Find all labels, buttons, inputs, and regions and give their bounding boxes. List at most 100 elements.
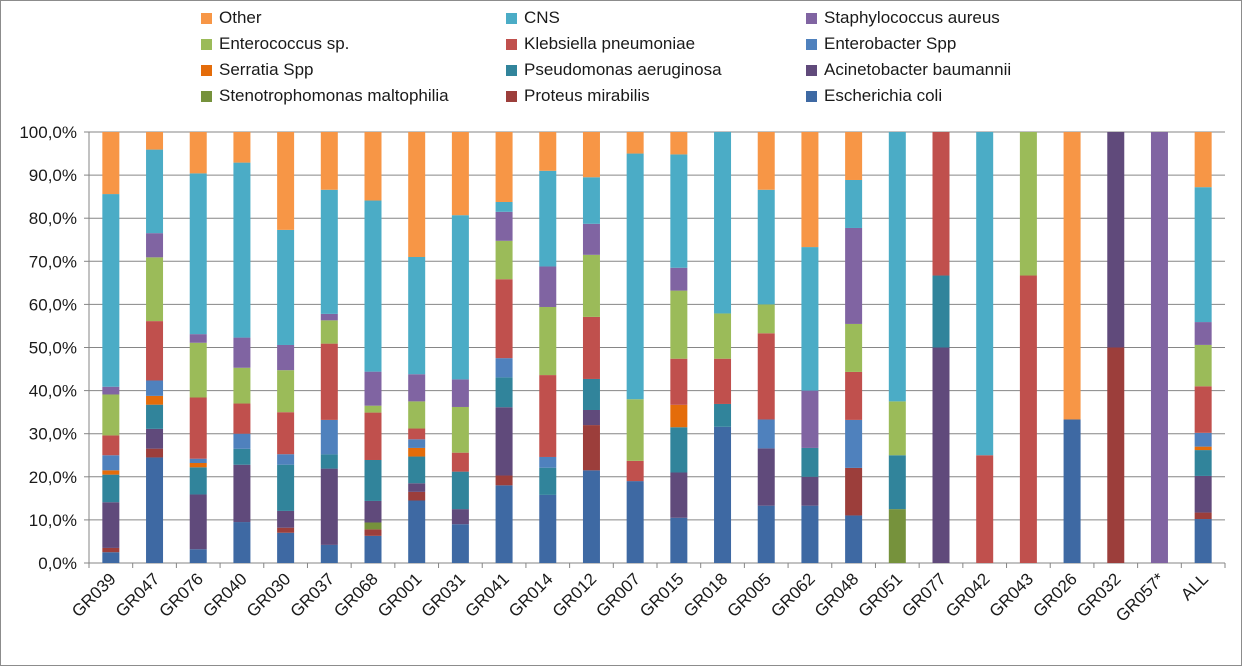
bar-segment-cns (539, 170, 557, 267)
bar-segment-serratia-spp (408, 447, 426, 457)
bar-segment-cns (495, 201, 513, 212)
bar-segment-staphylococcus-aureus (320, 313, 338, 321)
x-tick-label: GR068 (330, 569, 382, 621)
bar-segment-escherichia-coli (757, 505, 775, 563)
bar-segment-other (102, 132, 120, 195)
y-tick-label: 20,0% (29, 468, 77, 487)
bar-segment-enterococcus-sp (146, 257, 164, 322)
x-tick-label: GR042 (942, 569, 994, 621)
y-tick-label: 100,0% (19, 123, 77, 142)
bar-segment-escherichia-coli (670, 517, 688, 563)
bar-segment-escherichia-coli (102, 552, 120, 563)
bar-segment-cns (845, 179, 863, 228)
y-tick-label: 10,0% (29, 511, 77, 530)
bar-segment-escherichia-coli (714, 426, 732, 563)
bar-segment-enterobacter-spp (277, 454, 295, 465)
bar-segment-acinetobacter-baumannii (320, 468, 338, 545)
bar-segment-escherichia-coli (277, 532, 295, 563)
bar-segment-other (277, 132, 295, 230)
bar-segment-other (320, 132, 338, 190)
bar-segment-enterococcus-sp (408, 401, 426, 429)
bar-segment-escherichia-coli (1194, 519, 1212, 563)
bar-segment-klebsiella-pneumoniae (757, 333, 775, 420)
legend-swatch (201, 12, 212, 24)
bar-segment-klebsiella-pneumoniae (670, 358, 688, 405)
x-tick-label: GR005 (724, 569, 776, 621)
bar-segment-pseudomonas-aeruginosa (320, 454, 338, 469)
x-tick-label: GR062 (767, 569, 819, 621)
bar-segment-other (408, 132, 426, 257)
bar-segment-proteus-mirabilis (408, 491, 426, 501)
bar-segment-staphylococcus-aureus (1150, 132, 1168, 563)
bar-segment-acinetobacter-baumannii (277, 510, 295, 528)
legend-item-stenotrophomonas-maltophilia: Stenotrophomonas maltophilia (201, 86, 449, 106)
bar-segment-acinetobacter-baumannii (233, 464, 251, 523)
bar-segment-enterococcus-sp (451, 406, 469, 453)
bar-segment-pseudomonas-aeruginosa (451, 471, 469, 510)
bar-segment-pseudomonas-aeruginosa (277, 464, 295, 511)
x-tick-label: GR018 (680, 569, 732, 621)
bar-segment-proteus-mirabilis (845, 467, 863, 516)
bar-segment-acinetobacter-baumannii (1107, 132, 1125, 348)
bar-segment-cns (189, 173, 207, 335)
bar-segment-other (626, 132, 644, 154)
bar-segment-pseudomonas-aeruginosa (102, 474, 120, 503)
bar-segment-pseudomonas-aeruginosa (1194, 450, 1212, 476)
bar-segment-enterobacter-spp (189, 458, 207, 464)
bar-segment-stenotrophomonas-maltophilia (888, 509, 906, 563)
legend-item-serratia-spp: Serratia Spp (201, 60, 314, 80)
bar-segment-serratia-spp (1194, 446, 1212, 451)
bar-segment-klebsiella-pneumoniae (976, 455, 994, 563)
bar-segment-other (189, 132, 207, 174)
legend-item-enterobacter-spp: Enterobacter Spp (806, 34, 956, 54)
bar-segment-enterococcus-sp (320, 320, 338, 344)
bar-segment-proteus-mirabilis (1107, 347, 1125, 563)
legend-swatch (201, 90, 212, 102)
bar-segment-pseudomonas-aeruginosa (932, 275, 950, 348)
bar-segment-enterococcus-sp (1194, 344, 1212, 387)
x-tick-label: GR007 (592, 569, 644, 621)
bar-segment-enterobacter-spp (408, 439, 426, 448)
bar-segment-escherichia-coli (233, 522, 251, 563)
bar-segment-cns (714, 132, 732, 314)
y-tick-label: 90,0% (29, 166, 77, 185)
legend-label: Other (219, 8, 262, 27)
bar-segment-other (1194, 132, 1212, 188)
legend-item-proteus-mirabilis: Proteus mirabilis (506, 86, 650, 106)
bar-segment-escherichia-coli (845, 515, 863, 563)
legend-swatch (201, 38, 212, 50)
bar-segment-staphylococcus-aureus (801, 390, 819, 448)
bar-segment-enterobacter-spp (539, 456, 557, 468)
bar-segment-acinetobacter-baumannii (451, 509, 469, 525)
bar-segment-pseudomonas-aeruginosa (146, 404, 164, 429)
legend-swatch (806, 90, 817, 102)
x-tick-label: ALL (1177, 569, 1212, 604)
bar-segment-klebsiella-pneumoniae (408, 428, 426, 440)
bar-segment-pseudomonas-aeruginosa (801, 447, 819, 477)
legend-label: Pseudomonas aeruginosa (524, 60, 722, 79)
bar-segment-cns (408, 256, 426, 375)
y-tick-label: 50,0% (29, 339, 77, 358)
legend-label: CNS (524, 8, 560, 27)
x-tick-label: GR047 (112, 569, 164, 621)
bar-segment-acinetobacter-baumannii (757, 448, 775, 506)
bar-segment-enterobacter-spp (320, 419, 338, 455)
bar-segment-pseudomonas-aeruginosa (714, 403, 732, 427)
bar-segment-acinetobacter-baumannii (582, 409, 600, 426)
x-tick-label: GR030 (243, 569, 295, 621)
x-tick-label: GR076 (156, 569, 208, 621)
bar-segment-staphylococcus-aureus (1194, 322, 1212, 345)
y-tick-label: 60,0% (29, 295, 77, 314)
y-tick-label: 40,0% (29, 382, 77, 401)
bar-segment-klebsiella-pneumoniae (845, 371, 863, 420)
bar-segment-escherichia-coli (582, 470, 600, 563)
x-tick-label: GR051 (855, 569, 907, 621)
bar-segment-cns (102, 194, 120, 387)
bar-segment-escherichia-coli (1063, 419, 1081, 563)
bar-segment-other (1063, 132, 1081, 420)
bar-segment-klebsiella-pneumoniae (189, 397, 207, 459)
bar-segment-cns (801, 247, 819, 391)
legend-swatch (201, 64, 212, 76)
bar-segment-enterococcus-sp (364, 405, 382, 413)
